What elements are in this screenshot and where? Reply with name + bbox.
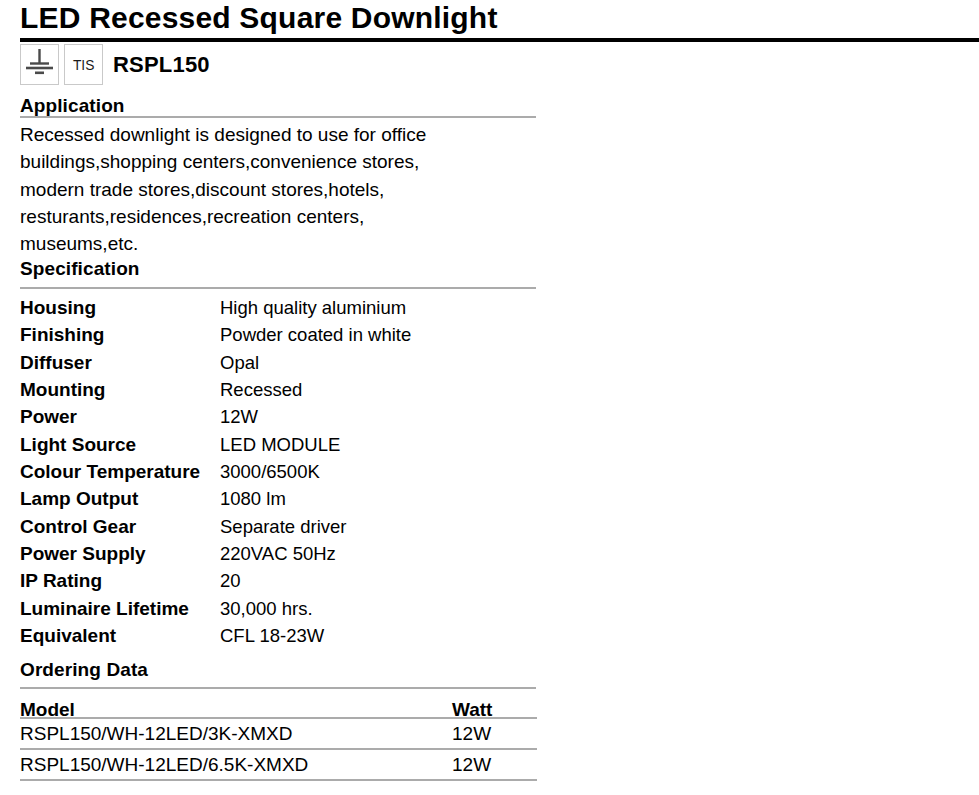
- specification-heading: Specification: [20, 258, 140, 280]
- ordering-table-row: RSPL150/WH-12LED/3K-XMXD 12W: [20, 719, 537, 750]
- application-paragraph: Recessed downlight is designed to use fo…: [20, 121, 450, 257]
- application-line: buildings,shopping centers,convenience s…: [20, 148, 450, 175]
- spec-label: Housing: [20, 294, 220, 321]
- column-header-model: Model: [20, 699, 75, 721]
- datasheet-page: LED Recessed Square Downlight TIS RSPL15…: [0, 0, 979, 795]
- spec-value: Opal: [220, 352, 259, 373]
- title-divider: [20, 38, 979, 42]
- ordering-watt-cell: 12W: [452, 754, 491, 776]
- spec-row-mounting: MountingRecessed: [20, 376, 536, 403]
- ordering-table-header-row: Model Watt: [20, 699, 537, 719]
- spec-label: Equivalent: [20, 622, 220, 649]
- spec-value: 20: [220, 570, 241, 591]
- spec-value: LED MODULE: [220, 434, 340, 455]
- spec-row-equivalent: EquivalentCFL 18-23W: [20, 622, 536, 649]
- spec-value: 1080 lm: [220, 488, 286, 509]
- spec-value: Separate driver: [220, 516, 346, 537]
- ordering-table-row: RSPL150/WH-12LED/6.5K-XMXD 12W: [20, 750, 537, 781]
- application-line: modern trade stores,discount stores,hote…: [20, 176, 450, 203]
- spec-row-finishing: FinishingPowder coated in white: [20, 321, 536, 348]
- spec-label: Luminaire Lifetime: [20, 595, 220, 622]
- spec-label: Power Supply: [20, 540, 220, 567]
- spec-label: IP Rating: [20, 567, 220, 594]
- spec-row-luminaire-lifetime: Luminaire Lifetime30,000 hrs.: [20, 595, 536, 622]
- spec-row-colour-temperature: Colour Temperature3000/6500K: [20, 458, 536, 485]
- spec-label: Lamp Output: [20, 485, 220, 512]
- spec-value: 12W: [220, 406, 258, 427]
- ordering-data-heading: Ordering Data: [20, 659, 148, 681]
- spec-label: Colour Temperature: [20, 458, 220, 485]
- page-title: LED Recessed Square Downlight: [20, 1, 979, 35]
- ordering-data-table: Model Watt RSPL150/WH-12LED/3K-XMXD 12W …: [20, 699, 537, 781]
- spec-value: CFL 18-23W: [220, 625, 324, 646]
- spec-label: Light Source: [20, 431, 220, 458]
- specification-table: HousingHigh quality aluminium FinishingP…: [20, 294, 536, 649]
- application-heading: Application: [20, 95, 125, 117]
- application-line: Recessed downlight is designed to use fo…: [20, 121, 450, 148]
- spec-label: Diffuser: [20, 349, 220, 376]
- ordering-data-divider: [20, 687, 536, 689]
- application-line: resturants,residences,recreation centers…: [20, 203, 450, 230]
- spec-label: Mounting: [20, 376, 220, 403]
- ordering-model-cell: RSPL150/WH-12LED/3K-XMXD: [20, 723, 292, 745]
- earth-ground-icon: [21, 43, 58, 86]
- spec-row-control-gear: Control GearSeparate driver: [20, 513, 536, 540]
- product-header: TIS RSPL150: [20, 44, 210, 85]
- ordering-model-cell: RSPL150/WH-12LED/6.5K-XMXD: [20, 754, 308, 776]
- spec-row-lamp-output: Lamp Output1080 lm: [20, 485, 536, 512]
- spec-value: 220VAC 50Hz: [220, 543, 336, 564]
- spec-value: 30,000 hrs.: [220, 598, 313, 619]
- application-line: museums,etc.: [20, 230, 450, 257]
- specification-divider: [20, 287, 536, 289]
- spec-label: Control Gear: [20, 513, 220, 540]
- spec-value: 3000/6500K: [220, 461, 320, 482]
- product-model-code: RSPL150: [113, 52, 210, 78]
- spec-row-housing: HousingHigh quality aluminium: [20, 294, 536, 321]
- tis-certification-badge: TIS: [64, 44, 103, 85]
- spec-label: Power: [20, 403, 220, 430]
- ordering-watt-cell: 12W: [452, 723, 491, 745]
- spec-value: Powder coated in white: [220, 324, 411, 345]
- spec-row-light-source: Light SourceLED MODULE: [20, 431, 536, 458]
- earth-ground-certification-badge: [20, 44, 59, 85]
- spec-value: Recessed: [220, 379, 302, 400]
- spec-label: Finishing: [20, 321, 220, 348]
- spec-row-diffuser: DiffuserOpal: [20, 349, 536, 376]
- spec-value: High quality aluminium: [220, 297, 406, 318]
- column-header-watt: Watt: [452, 699, 492, 721]
- spec-row-power: Power12W: [20, 403, 536, 430]
- application-divider: [20, 116, 536, 118]
- spec-row-power-supply: Power Supply220VAC 50Hz: [20, 540, 536, 567]
- spec-row-ip-rating: IP Rating20: [20, 567, 536, 594]
- tis-label: TIS: [73, 56, 94, 73]
